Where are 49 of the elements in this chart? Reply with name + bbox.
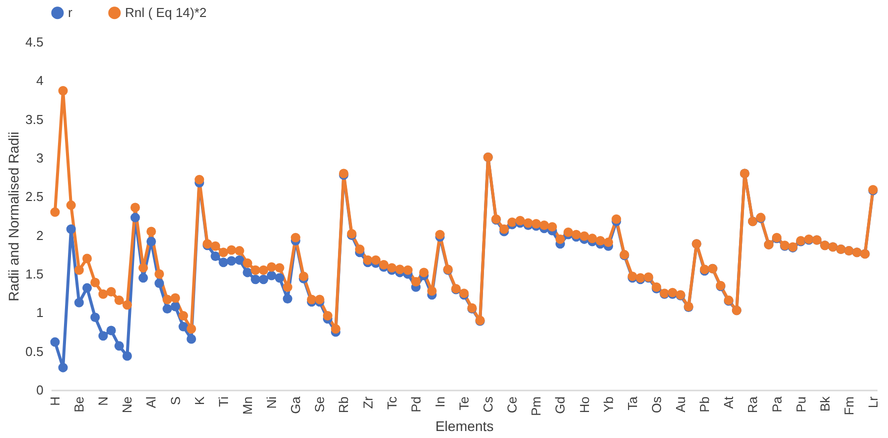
x-tick-label: Ra (745, 396, 760, 414)
x-tick-label: Pu (793, 396, 808, 412)
y-tick-label: 1.5 (25, 266, 44, 282)
x-tick-label: Bk (817, 396, 832, 412)
x-tick-label: Ne (120, 396, 135, 414)
x-tick-label: Yb (600, 396, 616, 412)
x-tick-label: Se (312, 396, 328, 412)
x-tick-label: Gd (552, 396, 568, 414)
x-tick-label: Ta (624, 396, 640, 410)
x-tick-label: Fm (841, 396, 856, 416)
x-tick-label: N (96, 396, 111, 406)
y-tick-label: 4 (36, 73, 44, 88)
y-tick-label: 1 (36, 305, 44, 320)
y-tick-label: 4.5 (25, 34, 44, 50)
y-tick-label: 3 (36, 150, 44, 166)
x-tick-label: Ga (288, 396, 304, 414)
x-tick-label: Rb (336, 396, 352, 414)
x-tick-label: At (721, 396, 736, 409)
y-tick-label: 3.5 (25, 112, 44, 127)
x-tick-label: Ho (576, 396, 592, 414)
legend-label: r (68, 4, 73, 20)
y-tick-label: 0.5 (25, 344, 44, 359)
x-tick-label: Tc (384, 396, 400, 410)
x-tick-label: S (168, 396, 183, 406)
legend-label: Rnl ( Eq 14)*2 (125, 4, 207, 20)
y-tick-label: 2 (36, 228, 44, 243)
x-tick-label: Te (456, 396, 472, 410)
x-tick-label: Pm (528, 396, 544, 416)
x-tick-label: Ti (216, 396, 231, 407)
x-axis-title: Elements (435, 418, 494, 434)
x-tick-label: Ni (264, 396, 280, 409)
y-tick-label: 2.5 (25, 189, 44, 204)
x-tick-label: Cs (480, 396, 496, 412)
x-tick-label: Os (648, 396, 664, 414)
x-tick-label: In (432, 396, 448, 408)
x-tick-label: Pa (769, 396, 784, 412)
y-tick-label: 0 (36, 382, 44, 398)
x-tick-label: Au (673, 396, 688, 412)
x-tick-label: Lr (865, 396, 880, 408)
x-tick-label: Al (144, 396, 159, 408)
x-tick-label: K (192, 396, 207, 406)
x-tick-label: Pd (408, 396, 424, 412)
y-axis-title: Radii and Normalised Radii (5, 132, 22, 302)
x-tick-label: Ce (504, 396, 520, 414)
x-tick-label: Be (72, 396, 87, 412)
x-tick-label: Mn (240, 396, 255, 415)
x-tick-label: Pb (697, 396, 712, 412)
x-tick-label: Zr (360, 396, 376, 409)
x-tick-label: H (48, 396, 63, 406)
